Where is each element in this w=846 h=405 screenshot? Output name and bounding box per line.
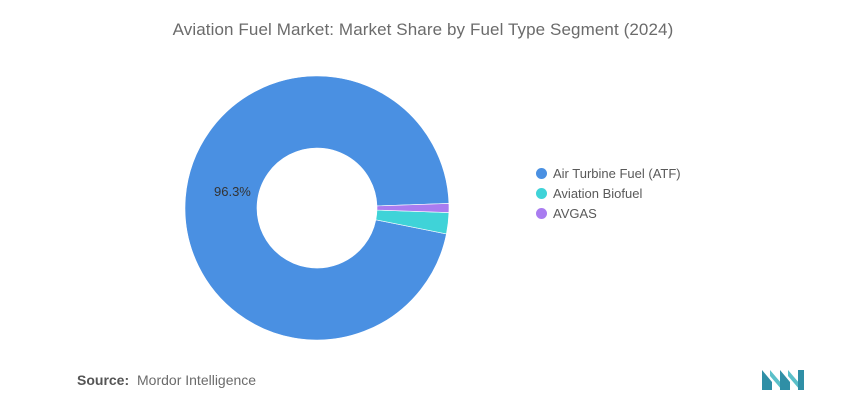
legend-label-biofuel: Aviation Biofuel [553,185,643,201]
source-text: Mordor Intelligence [137,372,257,388]
legend-label-avgas: AVGAS [553,205,597,221]
legend-swatch-atf [536,167,547,179]
mordor-intelligence-logo-icon [762,370,804,390]
source-label: Source: [77,372,130,388]
slice-biofuel[interactable] [375,209,450,235]
legend-item-biofuel[interactable]: Aviation Biofuel [536,183,681,203]
slice-atf[interactable] [184,75,450,341]
source-note: Source: Mordor Intelligence [77,372,256,388]
legend-item-atf[interactable]: Air Turbine Fuel (ATF) [536,163,681,183]
legend-swatch-avgas [536,207,547,219]
legend-label-atf: Air Turbine Fuel (ATF) [553,165,681,181]
legend-item-avgas[interactable]: AVGAS [536,203,681,223]
chart-title: Aviation Fuel Market: Market Share by Fu… [172,20,674,39]
legend-swatch-biofuel [536,187,547,199]
data-label-atf: 96.3% [214,184,251,199]
legend: Air Turbine Fuel (ATF) Aviation Biofuel … [536,163,681,223]
slice-avgas[interactable] [376,203,450,213]
